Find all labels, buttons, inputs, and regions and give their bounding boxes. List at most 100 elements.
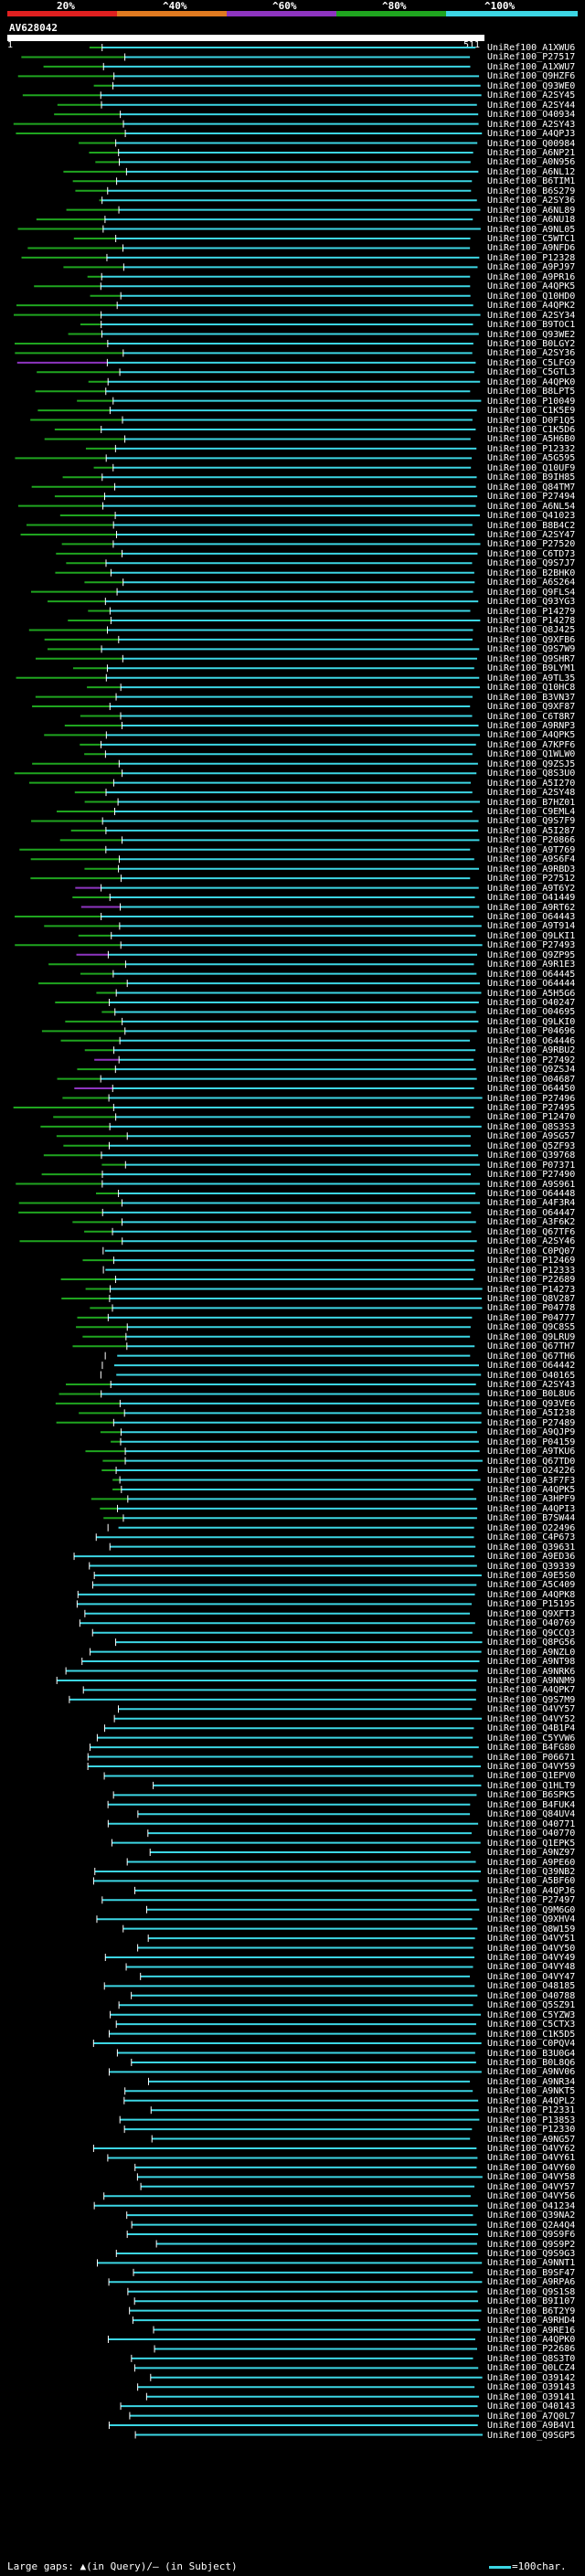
hit-label[interactable]: UniRef100_A9B4V1	[487, 2421, 576, 2432]
hit-label[interactable]: UniRef100_Q4B1P4	[487, 1723, 576, 1734]
hit-label[interactable]: UniRef100_P20866	[487, 835, 576, 846]
hit-label[interactable]: UniRef100_Q9LKI1	[487, 930, 576, 941]
hit-label[interactable]: UniRef100_Q9C8S5	[487, 1322, 576, 1333]
hit-label[interactable]: UniRef100_A4QPK5	[487, 730, 576, 741]
hit-label[interactable]: UniRef100_Q0LCZ4	[487, 2363, 576, 2374]
hit-label[interactable]: UniRef100_O64445	[487, 969, 576, 980]
hit-label[interactable]: UniRef100_D0F1Q5	[487, 415, 576, 426]
hit-label[interactable]: UniRef100_Q1EPK5	[487, 1838, 576, 1849]
hit-label[interactable]: UniRef100_A9NNM9	[487, 1675, 576, 1686]
hit-label[interactable]: UniRef100_O64448	[487, 1189, 576, 1199]
hit-label[interactable]: UniRef100_O64443	[487, 911, 576, 922]
hit-label[interactable]: UniRef100_A9RBU2	[487, 1045, 576, 1056]
hit-label[interactable]: UniRef100_Q1HLT9	[487, 1780, 576, 1791]
hit-label[interactable]: UniRef100_Q39NA2	[487, 2210, 576, 2221]
hit-label[interactable]: UniRef100_O41234	[487, 2200, 576, 2211]
hit-label[interactable]: UniRef100_A2SY36	[487, 196, 576, 207]
hit-label[interactable]: UniRef100_O4VY60	[487, 2162, 576, 2173]
hit-label[interactable]: UniRef100_Q00984	[487, 138, 576, 149]
hit-label[interactable]: UniRef100_B0L8U6	[487, 1389, 576, 1400]
hit-label[interactable]: UniRef100_A4QPK0	[487, 2335, 576, 2345]
hit-label[interactable]: UniRef100_B7SW44	[487, 1513, 576, 1524]
hit-label[interactable]: UniRef100_P27517	[487, 52, 576, 63]
hit-label[interactable]: UniRef100_A0N956	[487, 157, 576, 168]
hit-label[interactable]: UniRef100_Q9M6G0	[487, 1904, 576, 1915]
hit-label[interactable]: UniRef100_A9RT62	[487, 902, 576, 913]
hit-label[interactable]: UniRef100_Q9FLS4	[487, 587, 576, 598]
hit-label[interactable]: UniRef100_O4VY48	[487, 1962, 576, 1973]
hit-label[interactable]: UniRef100_C6TD73	[487, 548, 576, 559]
hit-label[interactable]: UniRef100_A9NRK6	[487, 1666, 576, 1677]
hit-label[interactable]: UniRef100_C1K5E9	[487, 406, 576, 417]
hit-label[interactable]: UniRef100_B4FUK4	[487, 1799, 576, 1810]
hit-label[interactable]: UniRef100_Q9LKI0	[487, 1016, 576, 1027]
hit-label[interactable]: UniRef100_A1XWU6	[487, 43, 576, 53]
hit-label[interactable]: UniRef100_A9NV06	[487, 2067, 576, 2078]
hit-label[interactable]: UniRef100_B9TOC1	[487, 320, 576, 331]
hit-label[interactable]: UniRef100_P27512	[487, 874, 576, 885]
hit-label[interactable]: UniRef100_Q39631	[487, 1542, 576, 1553]
hit-label[interactable]: UniRef100_B9I107	[487, 2296, 576, 2307]
hit-label[interactable]: UniRef100_Q9CCQ3	[487, 1627, 576, 1638]
hit-label[interactable]: UniRef100_Q10UF9	[487, 462, 576, 473]
hit-label[interactable]: UniRef100_A9NZ97	[487, 1848, 576, 1859]
hit-label[interactable]: UniRef100_A6NL54	[487, 501, 576, 512]
hit-label[interactable]: UniRef100_Q39768	[487, 1150, 576, 1161]
hit-label[interactable]: UniRef100_C5YVW6	[487, 1733, 576, 1744]
hit-label[interactable]: UniRef100_B6T2Y9	[487, 2306, 576, 2316]
hit-label[interactable]: UniRef100_Q9XHV4	[487, 1914, 576, 1925]
hit-label[interactable]: UniRef100_O4VY61	[487, 2153, 576, 2164]
hit-label[interactable]: UniRef100_Q84TM7	[487, 482, 576, 493]
hit-label[interactable]: UniRef100_A9PE60	[487, 1857, 576, 1868]
hit-label[interactable]: UniRef100_A2SY43	[487, 1380, 576, 1390]
hit-label[interactable]: UniRef100_O4VY47	[487, 1971, 576, 1982]
hit-label[interactable]: UniRef100_P27520	[487, 539, 576, 550]
hit-label[interactable]: UniRef100_P27492	[487, 1055, 576, 1065]
hit-label[interactable]: UniRef100_B3U0G4	[487, 2048, 576, 2059]
hit-label[interactable]: UniRef100_A2SY46	[487, 1236, 576, 1247]
hit-label[interactable]: UniRef100_O4VY62	[487, 2144, 576, 2154]
hit-label[interactable]: UniRef100_O4VY57	[487, 2181, 576, 2192]
hit-label[interactable]: UniRef100_Q8S3T0	[487, 2353, 576, 2364]
hit-label[interactable]: UniRef100_P10049	[487, 396, 576, 407]
hit-label[interactable]: UniRef100_Q1EPV0	[487, 1771, 576, 1782]
hit-label[interactable]: UniRef100_A2SY34	[487, 310, 576, 321]
hit-label[interactable]: UniRef100_Q39NB2	[487, 1866, 576, 1877]
hit-label[interactable]: UniRef100_O40771	[487, 1818, 576, 1829]
hit-label[interactable]: UniRef100_C4P673	[487, 1532, 576, 1543]
hit-label[interactable]: UniRef100_A4QPK5	[487, 1484, 576, 1495]
hit-label[interactable]: UniRef100_Q9S1S8	[487, 2286, 576, 2297]
hit-label[interactable]: UniRef100_Q9S9G3	[487, 2248, 576, 2259]
hit-label[interactable]: UniRef100_A9NG57	[487, 2134, 576, 2145]
hit-label[interactable]: UniRef100_A2SY47	[487, 529, 576, 540]
hit-label[interactable]: UniRef100_A9T6Y2	[487, 883, 576, 894]
hit-label[interactable]: UniRef100_O40769	[487, 1618, 576, 1629]
hit-label[interactable]: UniRef100_A9RHD4	[487, 2316, 576, 2327]
hit-label[interactable]: UniRef100_B2BHK0	[487, 567, 576, 578]
hit-label[interactable]: UniRef100_A9NL05	[487, 224, 576, 235]
hit-label[interactable]: UniRef100_Q10HD0	[487, 291, 576, 302]
hit-label[interactable]: UniRef100_B6TIM1	[487, 176, 576, 187]
hit-label[interactable]: UniRef100_Q10HC8	[487, 683, 576, 694]
hit-label[interactable]: UniRef100_A5BF60	[487, 1876, 576, 1887]
hit-label[interactable]: UniRef100_O64450	[487, 1084, 576, 1095]
hit-label[interactable]: UniRef100_P04778	[487, 1303, 576, 1314]
hit-label[interactable]: UniRef100_A9NFD6	[487, 243, 576, 254]
hit-label[interactable]: UniRef100_Q5SZ91	[487, 2000, 576, 2011]
hit-label[interactable]: UniRef100_A9NR34	[487, 2076, 576, 2087]
hit-label[interactable]: UniRef100_O64447	[487, 1207, 576, 1218]
hit-label[interactable]: UniRef100_P06671	[487, 1752, 576, 1763]
hit-label[interactable]: UniRef100_A5H6B0	[487, 434, 576, 445]
hit-label[interactable]: UniRef100_P12332	[487, 443, 576, 454]
hit-label[interactable]: UniRef100_A7KPF6	[487, 739, 576, 750]
hit-label[interactable]: UniRef100_O40165	[487, 1370, 576, 1381]
hit-label[interactable]: UniRef100_P27490	[487, 1170, 576, 1181]
hit-label[interactable]: UniRef100_C5YZW3	[487, 2009, 576, 2020]
hit-label[interactable]: UniRef100_O39141	[487, 2391, 576, 2402]
hit-label[interactable]: UniRef100_A6NU18	[487, 215, 576, 226]
hit-label[interactable]: UniRef100_P13853	[487, 2115, 576, 2125]
hit-label[interactable]: UniRef100_A6NP21	[487, 147, 576, 158]
hit-label[interactable]: UniRef100_C1K5D5	[487, 2029, 576, 2040]
hit-label[interactable]: UniRef100_P04696	[487, 1026, 576, 1037]
hit-label[interactable]: UniRef100_A9S961	[487, 1179, 576, 1190]
